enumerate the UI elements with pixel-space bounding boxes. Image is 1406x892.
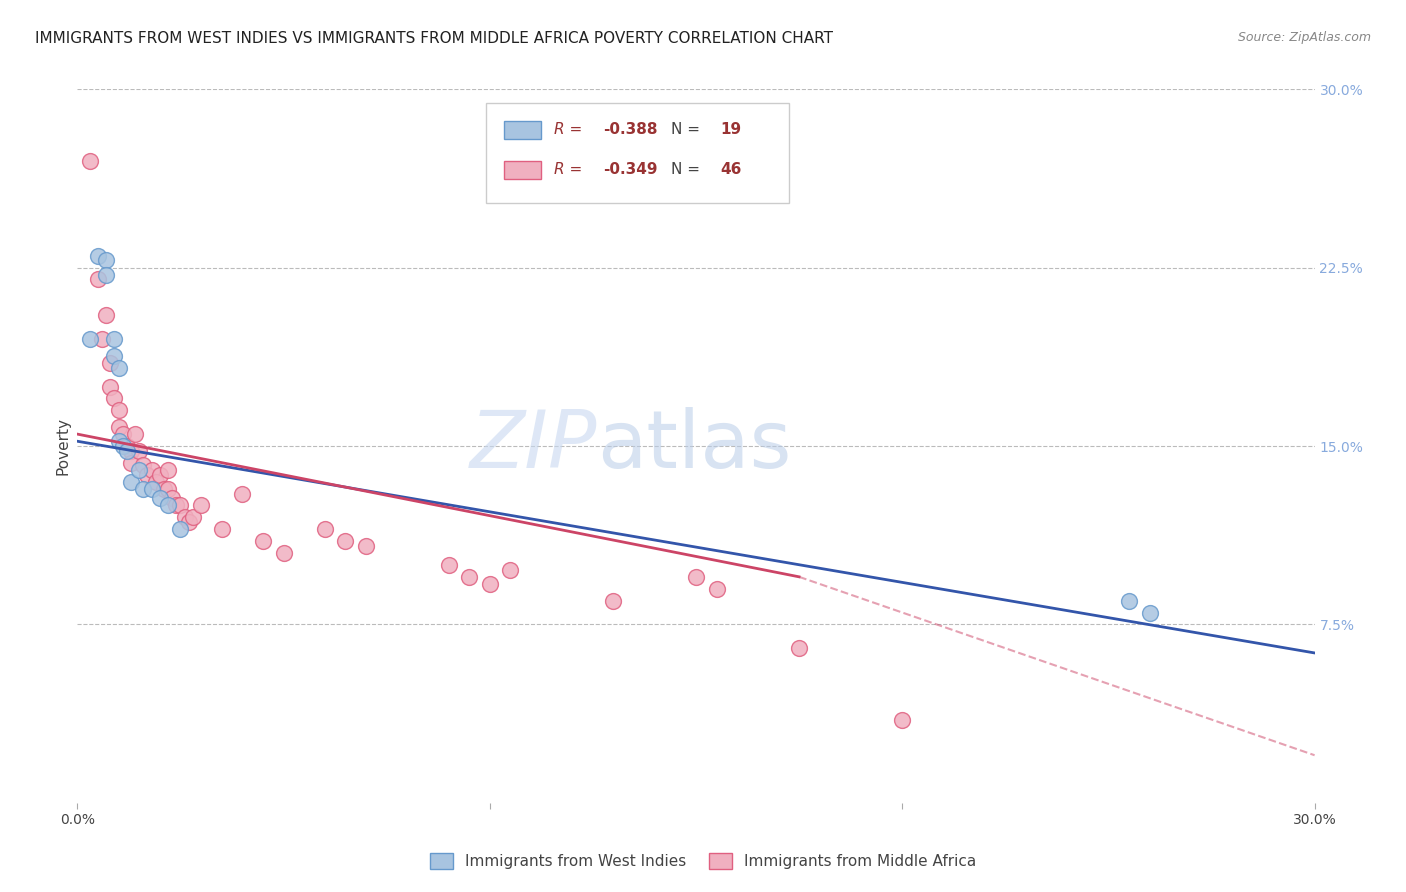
Point — [177, 515, 200, 529]
Point — [141, 463, 163, 477]
Point — [706, 582, 728, 596]
Text: -0.388: -0.388 — [603, 122, 658, 137]
Point — [190, 499, 212, 513]
Point — [120, 475, 142, 489]
Point — [1139, 606, 1161, 620]
Text: 46: 46 — [721, 162, 742, 178]
Point — [273, 546, 295, 560]
Point — [107, 403, 129, 417]
Point — [103, 392, 125, 406]
Point — [149, 491, 172, 506]
Point — [115, 443, 138, 458]
Text: N =: N = — [671, 122, 700, 137]
Bar — [505, 121, 541, 139]
Point — [132, 482, 155, 496]
Point — [96, 253, 118, 268]
Point — [437, 558, 460, 572]
Point — [96, 268, 118, 282]
Point — [124, 427, 146, 442]
Point — [160, 491, 183, 506]
Point — [211, 522, 233, 536]
Point — [149, 467, 172, 482]
Point — [153, 482, 176, 496]
Point — [165, 499, 187, 513]
Point — [891, 713, 914, 727]
Point — [107, 360, 129, 375]
Point — [136, 467, 159, 482]
Point — [128, 443, 150, 458]
Point — [141, 482, 163, 496]
Text: ZIP: ZIP — [470, 407, 598, 485]
Point — [132, 458, 155, 472]
Point — [96, 308, 118, 322]
Point — [111, 439, 134, 453]
Point — [169, 499, 191, 513]
Point — [173, 510, 195, 524]
Point — [120, 443, 142, 458]
Point — [354, 539, 377, 553]
Text: R =: R = — [554, 162, 582, 178]
Point — [98, 356, 121, 370]
Point — [181, 510, 204, 524]
Text: 19: 19 — [721, 122, 742, 137]
Point — [499, 563, 522, 577]
Text: atlas: atlas — [598, 407, 792, 485]
Point — [79, 332, 101, 346]
Point — [145, 475, 167, 489]
Text: N =: N = — [671, 162, 700, 178]
Point — [87, 272, 110, 286]
Point — [120, 456, 142, 470]
Text: Source: ZipAtlas.com: Source: ZipAtlas.com — [1237, 31, 1371, 45]
Point — [685, 570, 707, 584]
Point — [157, 463, 180, 477]
Point — [314, 522, 336, 536]
Point — [103, 349, 125, 363]
Text: IMMIGRANTS FROM WEST INDIES VS IMMIGRANTS FROM MIDDLE AFRICA POVERTY CORRELATION: IMMIGRANTS FROM WEST INDIES VS IMMIGRANT… — [35, 31, 834, 46]
Point — [103, 332, 125, 346]
Point — [787, 641, 810, 656]
Point — [1118, 593, 1140, 607]
Legend: Immigrants from West Indies, Immigrants from Middle Africa: Immigrants from West Indies, Immigrants … — [423, 847, 983, 875]
Point — [115, 439, 138, 453]
Point — [458, 570, 481, 584]
Point — [231, 486, 253, 500]
Text: -0.349: -0.349 — [603, 162, 658, 178]
Text: R =: R = — [554, 122, 582, 137]
Point — [157, 499, 180, 513]
Point — [169, 522, 191, 536]
Point — [602, 593, 624, 607]
Point — [98, 379, 121, 393]
FancyBboxPatch shape — [485, 103, 789, 203]
Point — [87, 249, 110, 263]
Point — [107, 434, 129, 449]
Y-axis label: Poverty: Poverty — [55, 417, 70, 475]
Point — [335, 534, 357, 549]
Point — [107, 420, 129, 434]
Point — [128, 463, 150, 477]
Point — [79, 153, 101, 168]
Point — [478, 577, 501, 591]
Bar — [505, 161, 541, 178]
Point — [157, 482, 180, 496]
Point — [91, 332, 114, 346]
Point — [111, 427, 134, 442]
Point — [252, 534, 274, 549]
